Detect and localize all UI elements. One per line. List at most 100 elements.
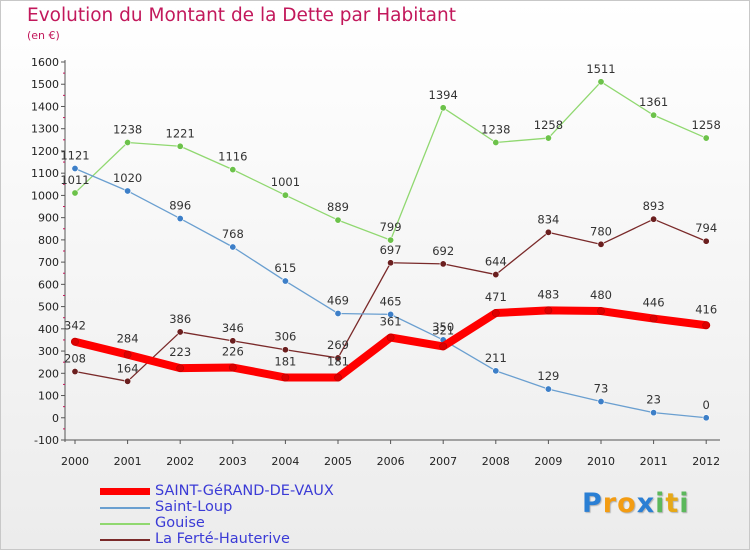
data-label: 208 <box>64 352 86 366</box>
series-point-2 <box>544 134 552 142</box>
y-tick-label: -100 <box>34 434 59 447</box>
data-label: 1394 <box>429 88 458 102</box>
series-point-2 <box>387 236 395 244</box>
x-tick-label: 2004 <box>271 455 299 468</box>
y-tick-label: 1300 <box>31 123 59 136</box>
series-point-3 <box>387 259 395 267</box>
labels-layer: 342 284 223 226 181 181 361 321 471 483 480 446 416 1… <box>60 62 720 412</box>
series-point-3 <box>544 228 552 236</box>
series-layer <box>71 78 711 422</box>
data-label: 386 <box>169 312 191 326</box>
data-label: 211 <box>485 351 507 365</box>
logo-letter: x <box>636 488 656 519</box>
data-label: 1258 <box>692 118 721 132</box>
x-tick-label: 2005 <box>324 455 352 468</box>
y-tick-label: 1600 <box>31 56 59 69</box>
series-point-3 <box>71 368 79 376</box>
y-tick-label: 1100 <box>31 167 59 180</box>
series-point-1 <box>702 414 710 422</box>
series-point-1 <box>229 243 237 251</box>
series-point-0 <box>176 364 185 373</box>
data-label: 1361 <box>639 95 668 109</box>
data-label: 446 <box>643 296 665 310</box>
legend-label: Gouise <box>155 515 205 531</box>
data-label: 306 <box>274 330 296 344</box>
data-label: 416 <box>695 302 717 316</box>
data-label: 1116 <box>218 150 247 164</box>
series-point-3 <box>439 260 447 268</box>
series-point-3 <box>597 240 605 248</box>
series-point-1 <box>281 277 289 285</box>
data-label: 483 <box>537 287 559 301</box>
series-point-2 <box>597 78 605 86</box>
series-point-0 <box>386 333 395 342</box>
x-tick-label: 2009 <box>534 455 562 468</box>
y-tick-label: 200 <box>38 367 59 380</box>
x-tick-label: 2010 <box>587 455 615 468</box>
data-label: 893 <box>643 199 665 213</box>
x-tick-label: 2012 <box>692 455 720 468</box>
data-label: 834 <box>537 212 559 226</box>
data-label: 480 <box>590 288 612 302</box>
series-point-0 <box>71 337 79 346</box>
data-label: 1121 <box>60 149 89 163</box>
logo-letter: t <box>665 488 680 519</box>
data-label: 350 <box>432 320 454 334</box>
x-tick-label: 2002 <box>166 455 194 468</box>
series-point-3 <box>492 271 500 279</box>
series-point-0 <box>439 342 448 351</box>
data-label: 644 <box>485 255 507 269</box>
logo-letter: i <box>679 488 690 519</box>
legend-swatch <box>100 507 150 509</box>
data-label: 780 <box>590 224 612 238</box>
data-label: 164 <box>117 361 139 375</box>
data-label: 181 <box>327 355 349 369</box>
x-tick-label: 2008 <box>482 455 510 468</box>
data-label: 342 <box>64 319 86 333</box>
series-point-0 <box>281 373 290 382</box>
series-point-0 <box>228 363 237 372</box>
legend-item-saint-loup: Saint-Loup <box>100 499 360 516</box>
legend-swatch <box>100 539 150 541</box>
legend-label: La Ferté-Hauterive <box>155 531 290 547</box>
y-tick-label: 500 <box>38 301 59 314</box>
proxiti-logo: Proxiti <box>582 488 690 519</box>
series-point-3 <box>281 346 289 354</box>
data-label: 129 <box>537 369 559 383</box>
x-tick-label: 2011 <box>640 455 668 468</box>
data-label: 889 <box>327 200 349 214</box>
series-point-2 <box>439 104 447 112</box>
x-tick-label: 2007 <box>429 455 457 468</box>
series-point-1 <box>544 385 552 393</box>
data-label: 1238 <box>481 122 510 136</box>
data-label: 1238 <box>113 122 142 136</box>
series-point-0 <box>544 306 553 315</box>
series-point-3 <box>650 215 658 223</box>
series-point-2 <box>124 138 132 146</box>
data-label: 284 <box>117 332 139 346</box>
data-label: 1221 <box>166 126 195 140</box>
series-point-1 <box>492 367 500 375</box>
data-label: 23 <box>646 393 661 407</box>
axes: -100 0 100 200 300 400 500 600 700 800 900 1000 1100… <box>31 56 720 468</box>
chart-unit: (en €) <box>27 29 60 42</box>
series-point-1 <box>334 309 342 317</box>
series-point-2 <box>71 189 79 197</box>
y-tick-label: 800 <box>38 234 59 247</box>
series-point-0 <box>702 321 711 330</box>
series-point-3 <box>702 237 710 245</box>
legend-label: Saint-Loup <box>155 499 233 515</box>
series-point-2 <box>702 134 710 142</box>
series-point-2 <box>229 166 237 174</box>
series-point-1 <box>71 165 79 173</box>
data-label: 615 <box>274 261 296 275</box>
y-tick-label: 1500 <box>31 78 59 91</box>
y-tick-label: 0 <box>52 412 59 425</box>
data-label: 768 <box>222 227 244 241</box>
data-label: 1011 <box>60 173 89 187</box>
data-label: 697 <box>380 243 402 257</box>
x-tick-label: 2006 <box>377 455 405 468</box>
data-label: 361 <box>380 314 402 328</box>
